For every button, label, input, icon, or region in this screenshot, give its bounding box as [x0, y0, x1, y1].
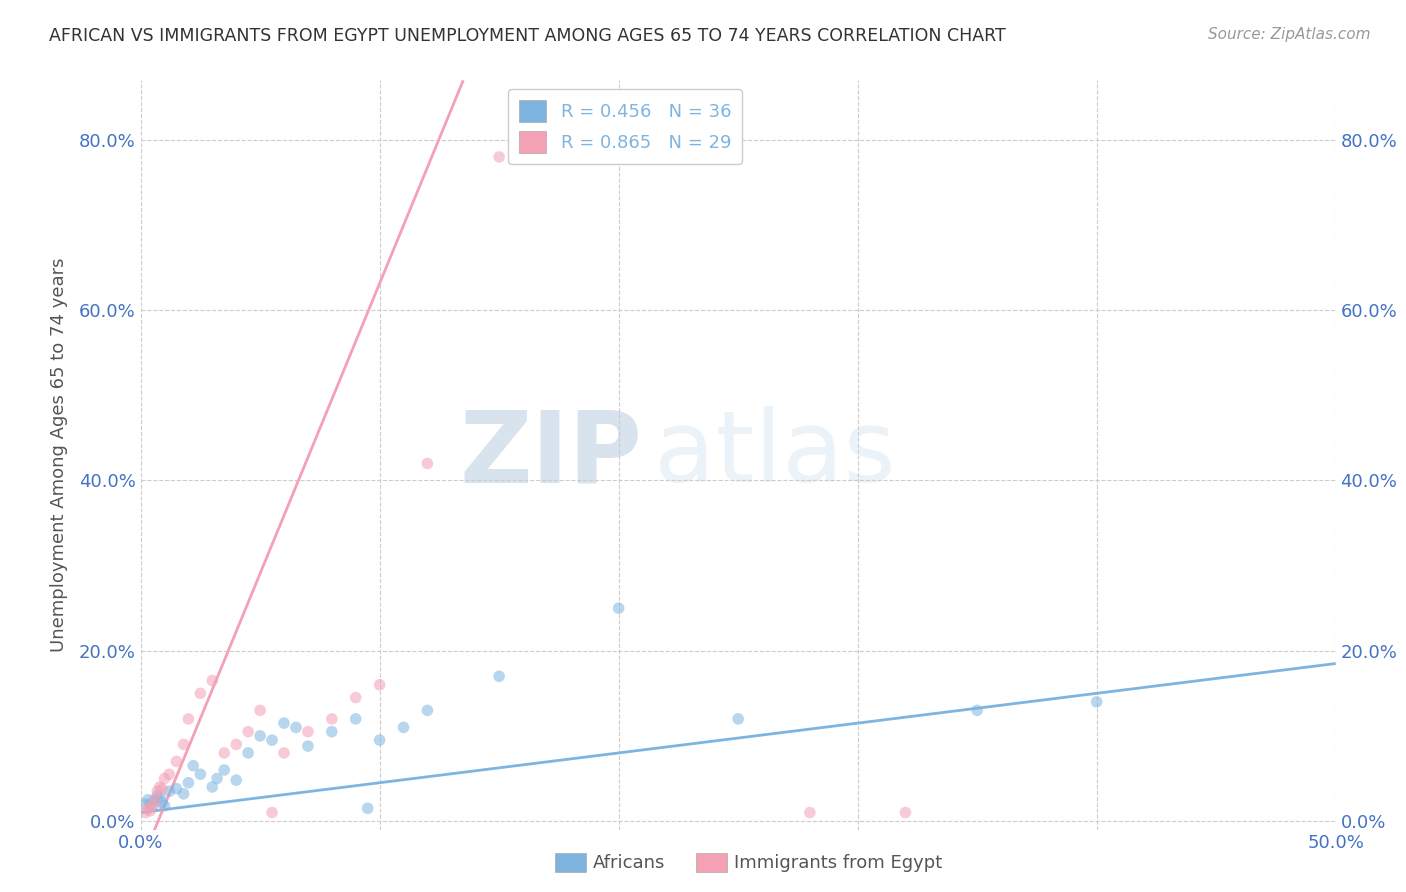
Point: [157, 784, 180, 798]
Point: [201, 780, 224, 794]
Point: [321, 712, 343, 726]
Point: [181, 758, 204, 772]
Point: [173, 738, 195, 752]
Point: [157, 767, 180, 781]
Point: [143, 793, 166, 807]
Point: [488, 669, 510, 683]
Point: [344, 712, 367, 726]
Point: [153, 798, 176, 813]
Point: [236, 724, 259, 739]
Point: [297, 724, 319, 739]
Point: [136, 793, 159, 807]
Point: [249, 703, 271, 717]
Text: Source: ZipAtlas.com: Source: ZipAtlas.com: [1208, 27, 1371, 42]
Point: [149, 780, 172, 794]
Point: [146, 789, 169, 803]
Point: [392, 720, 415, 734]
Point: [368, 678, 391, 692]
Point: [146, 784, 169, 798]
Point: [262, 733, 284, 747]
Text: Africans: Africans: [593, 854, 665, 871]
Text: atlas: atlas: [655, 407, 896, 503]
Point: [141, 798, 163, 813]
Point: [321, 724, 343, 739]
Point: [273, 746, 295, 760]
Point: [214, 763, 236, 777]
Legend: R = 0.456   N = 36, R = 0.865   N = 29: R = 0.456 N = 36, R = 0.865 N = 29: [508, 89, 742, 164]
Point: [143, 793, 166, 807]
Point: [139, 797, 162, 811]
Point: [166, 781, 188, 796]
Point: [139, 804, 162, 818]
Point: [188, 767, 212, 781]
Point: [488, 150, 510, 164]
Point: [136, 801, 159, 815]
Point: [201, 673, 224, 688]
Point: [416, 703, 439, 717]
Point: [225, 738, 247, 752]
Point: [205, 772, 228, 786]
Point: [262, 805, 284, 820]
Point: [150, 781, 173, 796]
Point: [166, 755, 188, 769]
Point: [188, 686, 212, 700]
Point: [236, 746, 259, 760]
Point: [1085, 695, 1108, 709]
Point: [416, 457, 439, 471]
Point: [607, 601, 630, 615]
Point: [284, 720, 308, 734]
Point: [297, 739, 319, 753]
Point: [149, 790, 172, 805]
Point: [150, 795, 173, 809]
Point: [177, 712, 200, 726]
Point: [225, 773, 247, 788]
Point: [894, 805, 917, 820]
Point: [344, 690, 367, 705]
Point: [727, 712, 749, 726]
Point: [966, 703, 988, 717]
Point: [153, 772, 176, 786]
Text: AFRICAN VS IMMIGRANTS FROM EGYPT UNEMPLOYMENT AMONG AGES 65 TO 74 YEARS CORRELAT: AFRICAN VS IMMIGRANTS FROM EGYPT UNEMPLO…: [49, 27, 1005, 45]
Point: [368, 733, 391, 747]
Text: ZIP: ZIP: [460, 407, 643, 503]
Point: [273, 716, 295, 731]
Point: [134, 805, 156, 820]
Point: [177, 776, 200, 790]
Text: Immigrants from Egypt: Immigrants from Egypt: [734, 854, 942, 871]
Point: [134, 797, 156, 811]
Point: [173, 787, 195, 801]
Point: [249, 729, 271, 743]
Point: [357, 801, 380, 815]
Y-axis label: Unemployment Among Ages 65 to 74 years: Unemployment Among Ages 65 to 74 years: [49, 258, 67, 652]
Point: [799, 805, 821, 820]
Point: [214, 746, 236, 760]
Point: [141, 798, 163, 813]
